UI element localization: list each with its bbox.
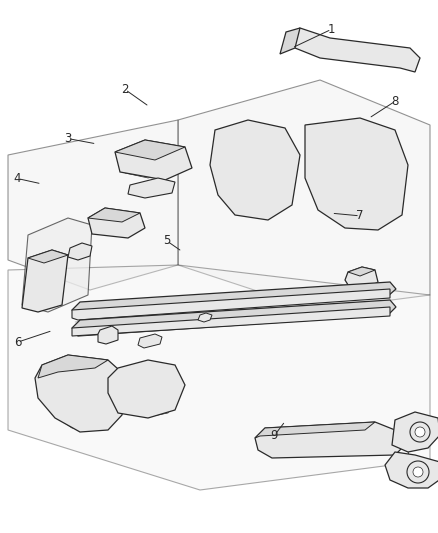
Polygon shape bbox=[384, 452, 438, 488]
Text: 2: 2 bbox=[121, 83, 129, 96]
Text: 1: 1 bbox=[327, 23, 335, 36]
Circle shape bbox=[412, 467, 422, 477]
Polygon shape bbox=[115, 140, 191, 180]
Polygon shape bbox=[198, 313, 212, 322]
Text: 9: 9 bbox=[270, 429, 278, 442]
Text: 4: 4 bbox=[14, 172, 21, 185]
Polygon shape bbox=[98, 326, 118, 344]
Polygon shape bbox=[8, 265, 429, 490]
Polygon shape bbox=[28, 250, 68, 263]
Polygon shape bbox=[22, 218, 92, 312]
Polygon shape bbox=[115, 140, 184, 160]
Polygon shape bbox=[88, 208, 140, 222]
Polygon shape bbox=[177, 80, 429, 310]
Polygon shape bbox=[8, 120, 177, 290]
Polygon shape bbox=[108, 360, 184, 418]
Polygon shape bbox=[72, 282, 395, 318]
Text: 7: 7 bbox=[355, 209, 363, 222]
Polygon shape bbox=[254, 422, 404, 458]
Polygon shape bbox=[254, 422, 374, 438]
Polygon shape bbox=[68, 243, 92, 260]
Polygon shape bbox=[304, 118, 407, 230]
Text: 8: 8 bbox=[391, 95, 398, 108]
Polygon shape bbox=[88, 208, 145, 238]
Polygon shape bbox=[72, 300, 395, 336]
Polygon shape bbox=[38, 355, 108, 378]
Polygon shape bbox=[279, 28, 299, 54]
Polygon shape bbox=[138, 334, 162, 348]
Polygon shape bbox=[209, 120, 299, 220]
Polygon shape bbox=[72, 307, 389, 336]
Polygon shape bbox=[72, 289, 389, 320]
Polygon shape bbox=[22, 250, 68, 312]
Polygon shape bbox=[35, 355, 128, 432]
Text: 6: 6 bbox=[14, 336, 21, 349]
Polygon shape bbox=[287, 28, 419, 72]
Polygon shape bbox=[391, 412, 438, 452]
Polygon shape bbox=[344, 267, 377, 290]
Polygon shape bbox=[128, 178, 175, 198]
Circle shape bbox=[414, 427, 424, 437]
Polygon shape bbox=[347, 267, 374, 276]
Text: 5: 5 bbox=[163, 235, 170, 247]
Text: 3: 3 bbox=[64, 132, 71, 145]
